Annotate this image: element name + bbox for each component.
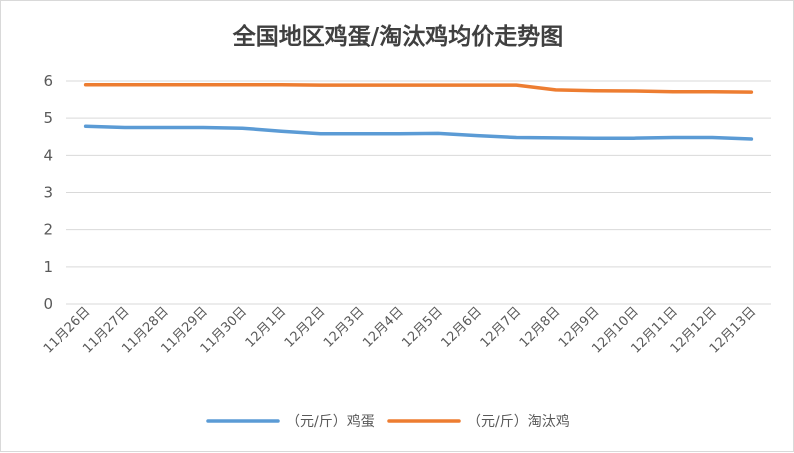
legend: （元/斤）鸡蛋 （元/斤）淘汰鸡	[206, 413, 570, 430]
x-tick-label: 12月1日	[243, 304, 290, 351]
series-line-1	[83, 82, 754, 94]
y-tick-label: 1	[43, 258, 53, 276]
legend-label-1: （元/斤）淘汰鸡	[467, 413, 570, 430]
x-tick-label: 12月2日	[282, 304, 329, 351]
x-tick-label: 12月6日	[439, 304, 486, 351]
legend-label-0: （元/斤）鸡蛋	[286, 413, 375, 430]
x-tick-label: 12月8日	[517, 304, 564, 351]
y-tick-label: 4	[43, 146, 53, 164]
series-line-0	[83, 124, 754, 141]
x-axis-ticks: 11月26日11月27日11月28日11月29日11月30日12月1日12月2日…	[41, 304, 759, 356]
x-tick-label: 12月3日	[321, 304, 368, 351]
y-tick-label: 3	[43, 184, 53, 202]
x-tick-label: 12月4日	[360, 304, 407, 351]
chart-title: 全国地区鸡蛋/淘汰鸡均价走势图	[232, 23, 563, 50]
y-axis-ticks: 0 1 2 3 4 5 6	[43, 72, 53, 313]
y-tick-label: 2	[43, 221, 53, 239]
gridlines	[66, 80, 771, 305]
x-tick-label: 12月7日	[478, 304, 525, 351]
y-tick-label: 0	[43, 295, 53, 313]
x-tick-label: 12月5日	[399, 304, 446, 351]
series-lines	[83, 82, 754, 141]
y-tick-label: 6	[43, 72, 53, 90]
y-tick-label: 5	[43, 109, 53, 127]
